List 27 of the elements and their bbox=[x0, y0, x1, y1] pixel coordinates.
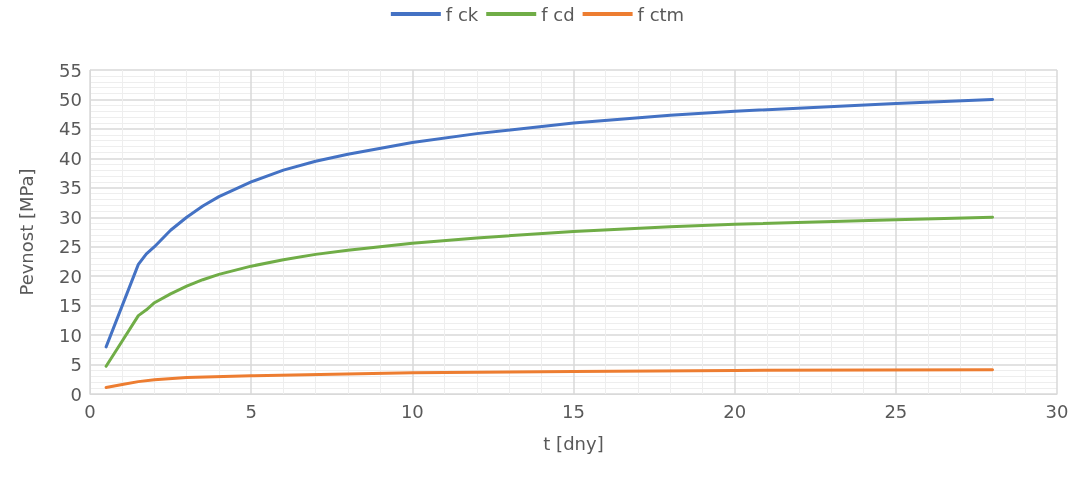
legend-label: f ctm bbox=[637, 3, 685, 25]
y-tick-label: 10 bbox=[59, 324, 82, 346]
y-tick-label: 50 bbox=[59, 88, 82, 110]
x-tick-label: 30 bbox=[1045, 400, 1069, 422]
x-tick-label: 25 bbox=[884, 400, 908, 422]
x-tick-label: 15 bbox=[562, 400, 585, 422]
legend-label: f ck bbox=[445, 3, 479, 25]
x-tick-label: 0 bbox=[84, 400, 96, 422]
x-tick-label: 20 bbox=[723, 400, 747, 422]
y-tick-label: 55 bbox=[59, 59, 82, 81]
x-tick-label: 10 bbox=[400, 400, 424, 422]
legend-label: f cd bbox=[541, 3, 575, 25]
y-tick-label: 25 bbox=[59, 236, 82, 258]
y-tick-label: 15 bbox=[59, 295, 82, 317]
line-series bbox=[104, 97, 995, 349]
y-tick-label: 40 bbox=[59, 147, 82, 169]
y-tick-label: 30 bbox=[59, 206, 82, 228]
y-tick-label: 5 bbox=[70, 354, 82, 376]
y-tick-label: 35 bbox=[59, 177, 82, 199]
y-tick-label: 45 bbox=[59, 118, 82, 140]
x-axis-title: t [dny] bbox=[543, 432, 604, 454]
y-axis-title: Pevnost [MPa] bbox=[15, 168, 37, 296]
x-tick-label: 5 bbox=[245, 400, 257, 422]
y-tick-label: 20 bbox=[59, 265, 82, 287]
line-series bbox=[104, 215, 995, 368]
y-tick-label: 0 bbox=[70, 383, 82, 405]
line-series bbox=[104, 368, 995, 390]
